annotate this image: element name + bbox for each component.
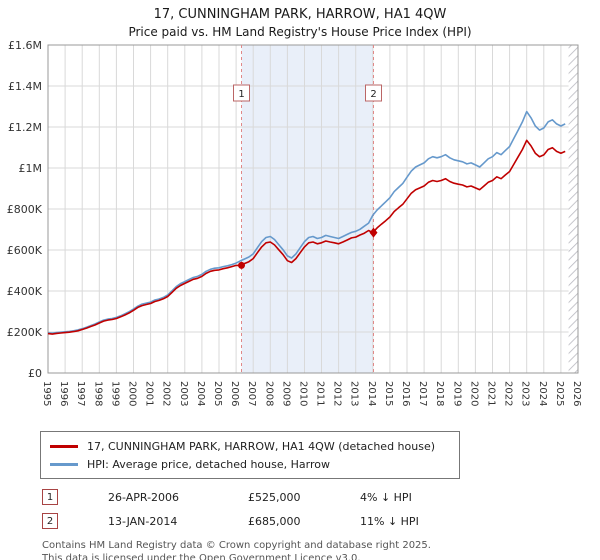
sale-2-price: £685,000 — [248, 514, 301, 528]
svg-text:2021: 2021 — [486, 381, 497, 406]
svg-text:2024: 2024 — [537, 381, 548, 406]
page-title: 17, CUNNINGHAM PARK, HARROW, HA1 4QW — [153, 7, 447, 22]
svg-text:2014: 2014 — [366, 381, 377, 406]
svg-text:2017: 2017 — [417, 381, 428, 406]
svg-text:2000: 2000 — [127, 381, 138, 406]
sale-row-1: 1 26-APR-2006 £525,000 4% ↓ HPI — [42, 489, 600, 505]
sale-2-marker — [369, 227, 378, 238]
svg-text:2022: 2022 — [503, 381, 514, 406]
sale-1-marker — [238, 261, 245, 269]
svg-text:£800K: £800K — [7, 203, 43, 216]
license-footer: Contains HM Land Registry data © Crown c… — [42, 539, 600, 560]
svg-text:2018: 2018 — [434, 381, 445, 406]
sale-1-chart-badge: 1 — [233, 84, 250, 102]
property-price-line — [47, 139, 566, 335]
x-axis-year-labels: 1995 1996 1997 1998 1999 2000 2001 2002 2003 2004… — [41, 381, 582, 406]
svg-text:2015: 2015 — [383, 381, 394, 406]
svg-text:2026: 2026 — [571, 381, 582, 406]
svg-text:2020: 2020 — [468, 381, 479, 406]
svg-text:2007: 2007 — [246, 381, 257, 406]
sale-1-price: £525,000 — [248, 490, 301, 504]
footer-line-1: Contains HM Land Registry data © Crown c… — [42, 540, 431, 551]
svg-text:2011: 2011 — [315, 381, 326, 406]
svg-text:1999: 1999 — [109, 381, 120, 406]
svg-text:£400K: £400K — [7, 285, 43, 298]
svg-text:2004: 2004 — [195, 381, 206, 406]
svg-text:2006: 2006 — [229, 381, 240, 406]
svg-text:2001: 2001 — [144, 381, 155, 406]
svg-text:1996: 1996 — [58, 381, 69, 406]
legend-label-hpi: HPI: Average price, detached house, Harr… — [87, 457, 330, 471]
svg-text:£1.6M: £1.6M — [8, 39, 42, 52]
svg-text:2002: 2002 — [161, 381, 172, 406]
svg-text:1998: 1998 — [92, 381, 103, 406]
footer-line-2: This data is licensed under the Open Gov… — [42, 553, 361, 560]
svg-text:2025: 2025 — [554, 381, 565, 406]
sale-2-date: 13-JAN-2014 — [108, 514, 178, 528]
svg-text:£600K: £600K — [7, 244, 43, 257]
plot-border — [47, 44, 579, 374]
svg-text:2019: 2019 — [451, 381, 462, 406]
svg-text:£1.2M: £1.2M — [8, 121, 42, 134]
sale-1-hpi-diff: 4% ↓ HPI — [360, 490, 412, 504]
hpi-line — [47, 110, 566, 335]
legend-label-property: 17, CUNNINGHAM PARK, HARROW, HA1 4QW (de… — [87, 439, 436, 453]
svg-text:£0: £0 — [28, 367, 42, 380]
sale-2-chart-badge: 2 — [365, 84, 382, 102]
svg-text:£1M: £1M — [19, 162, 43, 175]
svg-text:2: 2 — [370, 89, 376, 100]
page-subtitle: Price paid vs. HM Land Registry's House … — [128, 25, 472, 39]
svg-text:1995: 1995 — [41, 381, 52, 406]
sale-row-2: 2 13-JAN-2014 £685,000 11% ↓ HPI — [42, 513, 600, 529]
svg-text:2010: 2010 — [298, 381, 309, 406]
svg-text:2005: 2005 — [212, 381, 223, 406]
svg-text:£200K: £200K — [7, 326, 43, 339]
hpi-line-swatch — [50, 462, 78, 466]
sale-2-number-badge: 2 — [42, 513, 58, 529]
svg-text:2023: 2023 — [520, 381, 531, 406]
legend-item-property: 17, CUNNINGHAM PARK, HARROW, HA1 4QW (de… — [50, 437, 450, 455]
svg-text:£1.4M: £1.4M — [8, 80, 42, 93]
svg-text:2016: 2016 — [400, 381, 411, 406]
y-axis-labels: £0 £200K £400K £600K £800K £1M £1.2M £1.4M £1.6M — [7, 39, 43, 380]
price-history-chart: £0 £200K £400K £600K £800K £1M £1.2M £1.4M £1.6M… — [7, 39, 582, 406]
property-line-swatch — [50, 444, 78, 448]
svg-text:1997: 1997 — [75, 381, 86, 406]
svg-text:2013: 2013 — [349, 381, 360, 406]
sale-1-date: 26-APR-2006 — [108, 490, 180, 504]
svg-text:1: 1 — [238, 89, 244, 100]
sale-1-number-badge: 1 — [42, 489, 58, 505]
sale-annotations: 1 26-APR-2006 £525,000 4% ↓ HPI 2 13-JAN… — [0, 489, 600, 529]
sale-2-hpi-diff: 11% ↓ HPI — [360, 514, 419, 528]
future-hatched-region — [568, 45, 578, 373]
chart-legend: 17, CUNNINGHAM PARK, HARROW, HA1 4QW (de… — [40, 431, 460, 479]
legend-item-hpi: HPI: Average price, detached house, Harr… — [50, 455, 450, 473]
svg-text:2009: 2009 — [280, 381, 291, 406]
title-block: 17, CUNNINGHAM PARK, HARROW, HA1 4QW Pri… — [0, 0, 600, 39]
svg-text:2003: 2003 — [178, 381, 189, 406]
svg-text:2012: 2012 — [332, 381, 343, 406]
svg-text:2008: 2008 — [263, 381, 274, 406]
